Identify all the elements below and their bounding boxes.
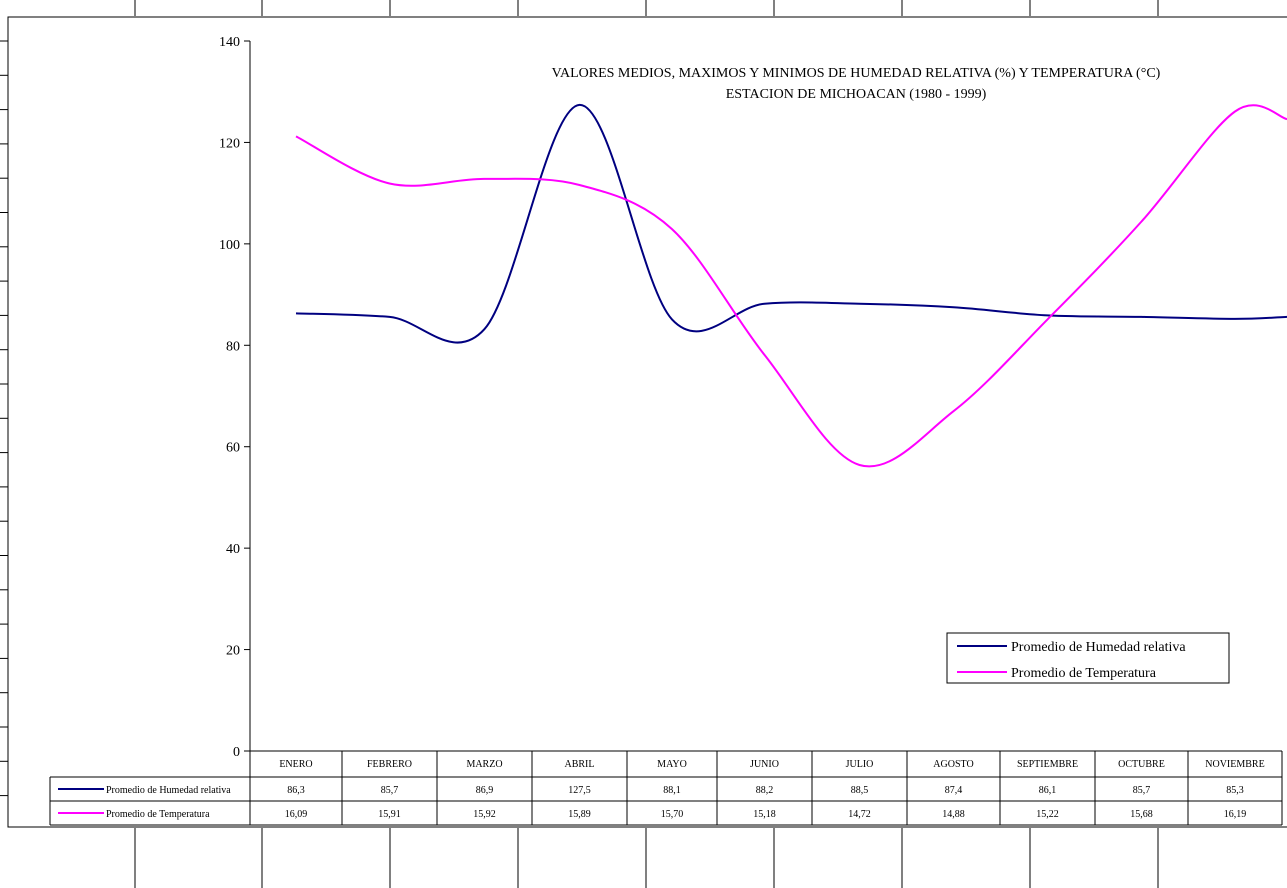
chart-title: VALORES MEDIOS, MAXIMOS Y MINIMOS DE HUM… [552,66,1161,81]
table-cell: 86,1 [1039,785,1057,796]
table-cell: 127,5 [568,785,591,796]
y-tick-label: 100 [219,238,240,253]
table-cell: 15,22 [1036,809,1059,820]
table-cell: 16,09 [285,809,308,820]
x-category-label: JUNIO [750,759,779,770]
legend: Promedio de Humedad relativa Promedio de… [946,632,1230,684]
y-tick-label: 20 [226,644,240,659]
table-cell: 16,19 [1224,809,1247,820]
sheet-column-lines [134,0,1159,888]
legend-box [946,632,1230,684]
table-cell: 14,72 [848,809,871,820]
table-cell: 15,18 [753,809,776,820]
legend-temperature-label: Promedio de Temperatura [1011,666,1157,681]
y-tick-label: 140 [219,35,240,50]
table-cell: 85,7 [1133,785,1151,796]
x-category-label: ABRIL [565,759,595,770]
series-line-humidity [295,103,1287,344]
x-category-label: OCTUBRE [1118,759,1165,770]
x-category-label: AGOSTO [933,759,973,770]
table-cell: 14,88 [942,809,965,820]
table-cell: 88,1 [663,785,681,796]
table-cell: 15,89 [568,809,591,820]
x-category-label: MARZO [466,759,502,770]
table-series-label-humidity: Promedio de Humedad relativa [106,785,231,796]
y-tick-label: 80 [226,339,240,354]
sheet-row-ticks [0,40,8,797]
x-category-label: ENERO [279,759,312,770]
x-category-label: MAYO [657,759,687,770]
table-cell: 15,70 [661,809,684,820]
x-category-label: FEBRERO [367,759,412,770]
x-category-label: SEPTIEMBRE [1017,759,1078,770]
table-cell: 86,9 [476,785,494,796]
chart-border [7,16,1287,828]
table-cell: 15,68 [1130,809,1153,820]
series-layer [295,103,1287,468]
data-table: ENERO FEBRERO MARZO ABRIL MAYO JUNIO JULIO AGOS… [49,750,1283,826]
table-cell: 88,5 [851,785,869,796]
series-line-temperature [295,104,1287,468]
table-cell: 88,2 [756,785,774,796]
table-cell: 87,4 [945,785,963,796]
y-axis-ticks: 0 20 40 60 80 100 120 140 [219,35,250,760]
x-category-label: JULIO [846,759,874,770]
table-cell: 86,3 [287,785,305,796]
table-cell: 85,3 [1226,785,1244,796]
x-category-label: NOVIEMBRE [1205,759,1264,770]
chart-subtitle: ESTACION DE MICHOACAN (1980 - 1999) [726,87,987,102]
legend-humidity-label: Promedio de Humedad relativa [1011,640,1186,655]
y-tick-label: 120 [219,136,240,151]
table-cell: 85,7 [381,785,399,796]
y-tick-label: 40 [226,542,240,557]
table-cell: 15,92 [473,809,496,820]
table-series-label-temperature: Promedio de Temperatura [106,809,210,820]
y-tick-label: 0 [233,745,240,760]
table-cell: 15,91 [378,809,401,820]
y-tick-label: 60 [226,441,240,456]
